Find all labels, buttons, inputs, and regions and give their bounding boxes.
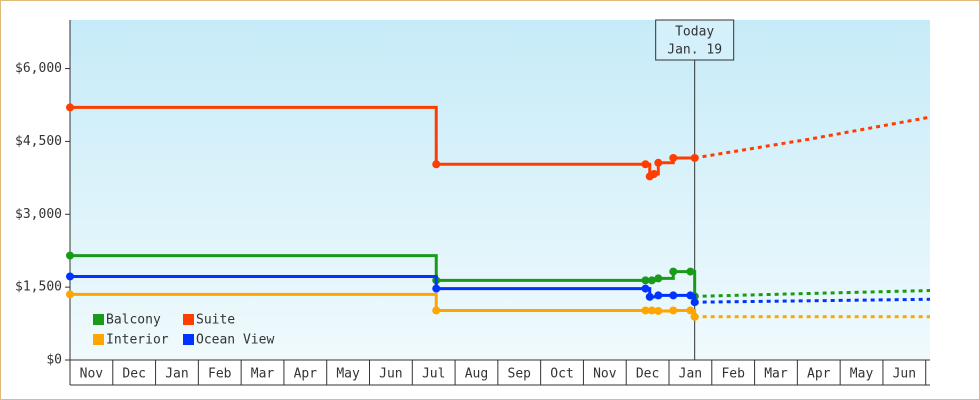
price-point (654, 158, 663, 167)
price-point (654, 306, 663, 315)
price-point (647, 276, 656, 285)
plot-area (70, 20, 930, 360)
price-point (66, 272, 74, 281)
price-point (654, 291, 663, 300)
price-point (669, 306, 678, 315)
x-tick-label: Jun (893, 367, 916, 382)
price-point (66, 251, 74, 260)
price-point (690, 298, 699, 307)
price-point (641, 276, 650, 285)
price-point (690, 153, 699, 162)
y-tick-label: $0 (46, 353, 62, 368)
price-point (669, 267, 678, 276)
x-tick-label: Mar (251, 367, 275, 382)
y-tick-label: $3,000 (15, 207, 62, 222)
forecast-line (694, 289, 931, 298)
legend-swatch (93, 334, 104, 345)
x-tick-label: Feb (208, 367, 232, 382)
price-point (669, 153, 678, 162)
price-point (641, 160, 650, 169)
price-point (647, 306, 656, 315)
price-point (66, 290, 74, 299)
price-point (686, 306, 695, 315)
x-tick-label: Nov (593, 367, 617, 382)
y-tick-label: $1,500 (15, 280, 62, 295)
x-tick-label: Apr (807, 367, 831, 382)
x-tick-label: Aug (465, 367, 488, 382)
legend-label: Suite (196, 313, 235, 328)
price-point (641, 284, 650, 293)
x-tick-label: Mar (764, 367, 788, 382)
price-point (650, 169, 659, 178)
y-tick-label: $4,500 (15, 134, 62, 149)
price-point (654, 274, 663, 283)
price-point (686, 291, 695, 300)
x-tick-label: Jan (165, 367, 188, 382)
legend-swatch (183, 314, 194, 325)
x-tick-label: Oct (550, 367, 573, 382)
price-point (641, 306, 650, 315)
price-point (686, 267, 695, 276)
y-tick-label: $6,000 (15, 61, 62, 76)
x-tick-label: Feb (721, 367, 745, 382)
today-label: Jan. 19 (667, 43, 722, 58)
x-tick-label: Sep (508, 367, 532, 382)
legend-label: Interior (106, 333, 169, 348)
price-point (432, 306, 441, 315)
x-tick-label: Apr (294, 367, 318, 382)
price-point (432, 160, 441, 169)
x-tick-label: May (336, 367, 360, 382)
x-tick-label: Jun (379, 367, 402, 382)
legend-label: Ocean View (196, 333, 274, 348)
x-tick-label: Nov (80, 367, 104, 382)
price-point (645, 292, 654, 301)
legend-swatch (93, 314, 104, 325)
x-tick-label: Dec (636, 367, 659, 382)
price-point (690, 312, 699, 321)
x-tick-label: Jul (422, 367, 445, 382)
legend-swatch (183, 334, 194, 345)
price-point (66, 103, 74, 112)
x-tick-label: Dec (122, 367, 145, 382)
price-point (432, 284, 441, 293)
x-tick-label: May (850, 367, 874, 382)
x-tick-label: Jan (679, 367, 702, 382)
price-point (669, 291, 678, 300)
today-box (655, 19, 735, 61)
today-label: Today (675, 25, 714, 40)
legend-label: Balcony (106, 313, 161, 328)
